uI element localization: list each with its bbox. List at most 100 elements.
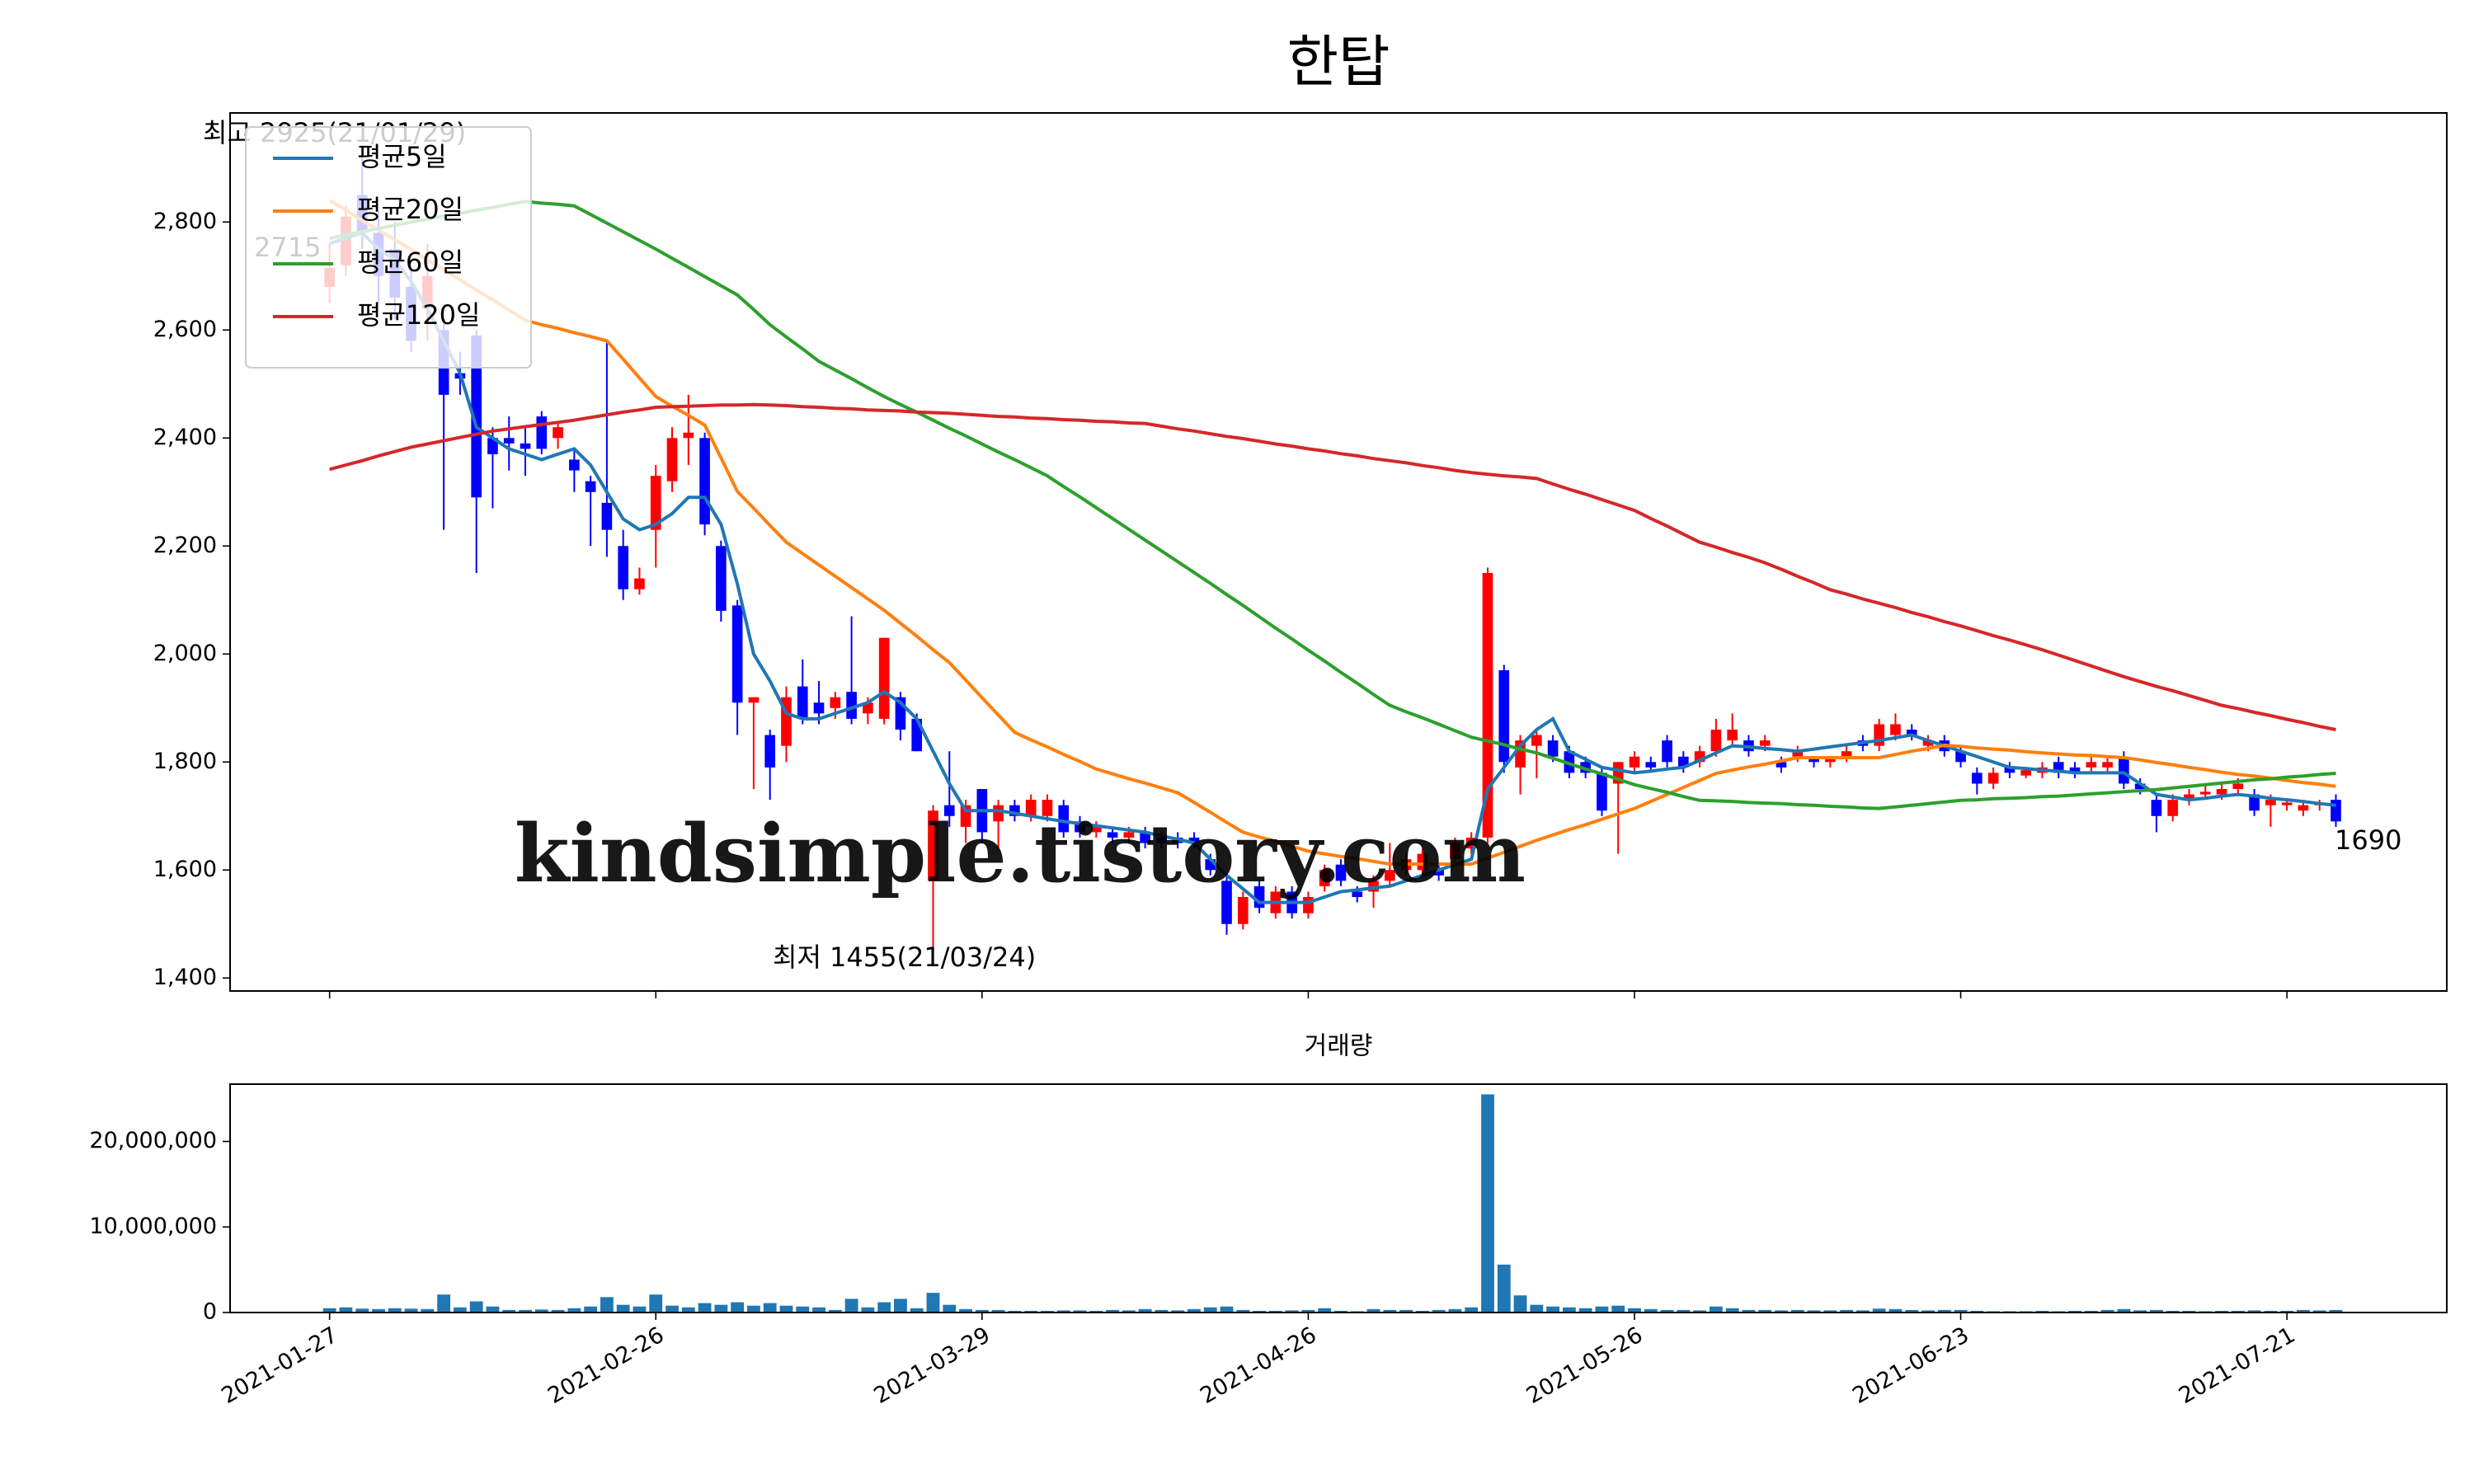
volume-bar bbox=[666, 1305, 679, 1313]
candle-body bbox=[650, 476, 661, 530]
candle-body bbox=[1629, 756, 1640, 768]
volume-bar bbox=[681, 1307, 695, 1313]
candle-body bbox=[1498, 669, 1510, 763]
legend-label: 평균60일 bbox=[357, 247, 463, 278]
volume-bar bbox=[633, 1306, 647, 1313]
candle-body bbox=[2281, 802, 2293, 805]
volume-bar bbox=[600, 1297, 614, 1313]
candle-body bbox=[928, 810, 938, 881]
candle-body bbox=[2119, 756, 2129, 784]
volume-bar bbox=[1709, 1306, 1723, 1313]
candle-body bbox=[2020, 770, 2032, 776]
volume-bar bbox=[1268, 1310, 1282, 1313]
volume-bar bbox=[2068, 1310, 2081, 1313]
volume-bar bbox=[1073, 1310, 1087, 1313]
volume-bar bbox=[2247, 1310, 2261, 1313]
candle-body bbox=[813, 702, 825, 714]
volume-bar bbox=[1399, 1309, 1413, 1313]
candle-body bbox=[1987, 773, 1999, 784]
volume-bar bbox=[844, 1298, 858, 1313]
volume-bar bbox=[1203, 1307, 1217, 1313]
y-tick-label: 2,000 bbox=[153, 641, 217, 666]
candle-body bbox=[716, 546, 727, 611]
volume-bar bbox=[1220, 1306, 1234, 1313]
volume-bar bbox=[567, 1308, 581, 1313]
candle-body bbox=[2004, 767, 2015, 773]
candle-body bbox=[943, 805, 955, 816]
volume-bar bbox=[1578, 1308, 1592, 1313]
y-tick-label: 2,600 bbox=[153, 317, 217, 342]
annotation: 1690 bbox=[2335, 824, 2401, 856]
candle-body bbox=[2086, 762, 2097, 768]
candle-body bbox=[683, 432, 694, 439]
ma-line bbox=[328, 199, 2336, 866]
volume-bar bbox=[1138, 1308, 1152, 1313]
volume-bar bbox=[1775, 1310, 1788, 1313]
candle-body bbox=[601, 502, 613, 530]
candle-body bbox=[1417, 853, 1428, 871]
candle-body bbox=[1645, 762, 1657, 768]
volume-bar bbox=[355, 1308, 369, 1313]
candle-body bbox=[2151, 800, 2162, 816]
candle-body bbox=[1662, 740, 1672, 763]
candle-body bbox=[2298, 805, 2309, 811]
volume-bar bbox=[1285, 1310, 1299, 1313]
candle-body bbox=[846, 692, 857, 719]
volume-bar bbox=[698, 1303, 712, 1313]
candle-body bbox=[2249, 794, 2260, 811]
legend-label: 평균5일 bbox=[357, 141, 447, 172]
volume-bar bbox=[551, 1309, 565, 1313]
candle-body bbox=[1825, 759, 1836, 763]
legend-box bbox=[245, 126, 532, 369]
volume-bar bbox=[1628, 1308, 1641, 1313]
volume-bar bbox=[1595, 1306, 1609, 1313]
volume-bar bbox=[1008, 1310, 1022, 1313]
volume-bar bbox=[486, 1306, 500, 1313]
y-tick-label: 1,800 bbox=[153, 749, 217, 774]
candle-body bbox=[2102, 762, 2113, 768]
watermark: kindsimple.tistory.com bbox=[515, 807, 1526, 900]
volume-bar bbox=[1546, 1306, 1560, 1313]
volume-bar bbox=[1937, 1309, 1951, 1313]
candle-body bbox=[536, 416, 548, 449]
volume-bar bbox=[861, 1307, 875, 1313]
candle-body bbox=[1482, 573, 1493, 838]
y-tick-label: 2,200 bbox=[153, 533, 217, 558]
volume-bar bbox=[2084, 1310, 2098, 1313]
volume-bar bbox=[437, 1294, 451, 1313]
volume-bar bbox=[714, 1304, 728, 1313]
volume-bar bbox=[2329, 1309, 2343, 1313]
volume-bar bbox=[1089, 1310, 1103, 1313]
volume-bar bbox=[421, 1308, 435, 1313]
candle-body bbox=[1352, 891, 1363, 898]
candle-body bbox=[2331, 800, 2341, 822]
chart-title: 한탑 bbox=[1286, 31, 1390, 96]
candle-body bbox=[1955, 751, 1966, 763]
legend-label: 평균120일 bbox=[357, 299, 480, 331]
volume-bar bbox=[1823, 1310, 1837, 1313]
volume-bar bbox=[2280, 1310, 2294, 1313]
y-tick-label: 1,400 bbox=[153, 965, 217, 990]
volume-bar bbox=[1954, 1309, 1968, 1313]
volume-bar bbox=[2117, 1308, 2131, 1313]
candle-body bbox=[2069, 767, 2081, 773]
volume-bar bbox=[1334, 1310, 1348, 1313]
candle-body bbox=[863, 702, 873, 714]
volume-bar bbox=[894, 1298, 907, 1313]
volume-bar bbox=[502, 1309, 516, 1313]
candle-body bbox=[1450, 843, 1460, 860]
volume-bar bbox=[2035, 1310, 2049, 1313]
volume-bar bbox=[975, 1309, 989, 1313]
y-tick-label: 0 bbox=[203, 1299, 217, 1325]
volume-bar bbox=[404, 1308, 418, 1313]
volume-bar bbox=[1644, 1308, 1658, 1313]
volume-bar bbox=[877, 1302, 891, 1313]
candle-body bbox=[2265, 800, 2276, 805]
volume-bar bbox=[1905, 1309, 1919, 1313]
volume-bar bbox=[1106, 1309, 1119, 1313]
volume-bar bbox=[1970, 1310, 1984, 1313]
volume-bar bbox=[1693, 1310, 1707, 1313]
volume-bar bbox=[1448, 1308, 1462, 1313]
volume-bar bbox=[1415, 1310, 1429, 1313]
